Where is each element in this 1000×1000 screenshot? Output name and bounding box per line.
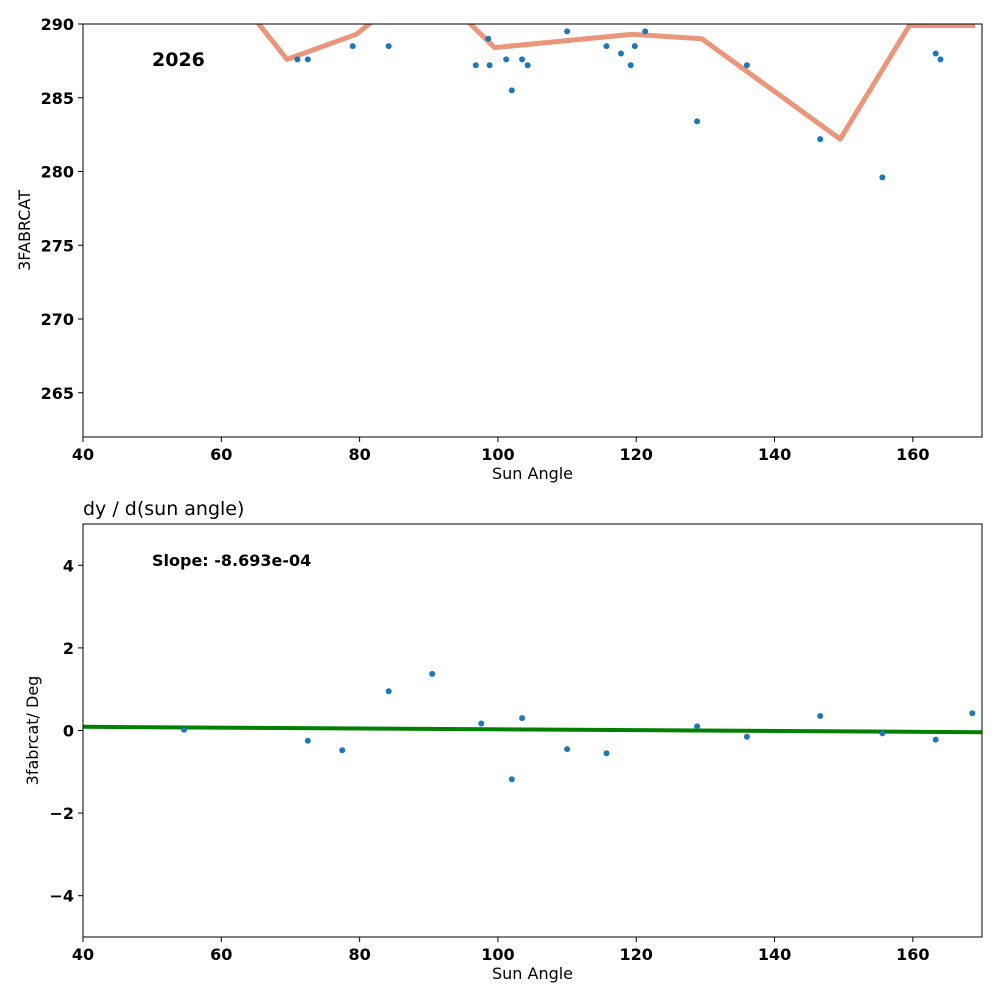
top-data-point <box>642 28 649 35</box>
top-x-tick-label: 100 <box>481 445 514 464</box>
top-x-tick-label: 120 <box>620 445 653 464</box>
bottom-data-point <box>339 747 346 754</box>
bottom-y-tick-label: −2 <box>49 804 74 823</box>
bottom-y-tick-label: −4 <box>49 887 74 906</box>
top-data-point <box>519 56 526 63</box>
top-data-point <box>485 35 492 42</box>
top-data-point <box>349 43 356 50</box>
top-data-point <box>879 174 886 181</box>
bottom-data-point <box>181 726 187 733</box>
top-data-point <box>603 43 610 50</box>
bottom-x-tick-label: 140 <box>758 945 791 964</box>
bottom-data-point <box>508 776 515 783</box>
bottom-data-point <box>478 720 485 727</box>
top-data-point <box>304 56 311 63</box>
top-data-point <box>294 56 301 63</box>
top-data-point <box>503 56 510 63</box>
top-data-point <box>618 50 624 57</box>
top-data-point <box>694 118 701 125</box>
bottom-data-point <box>743 733 750 740</box>
top-y-tick-label: 270 <box>41 310 74 329</box>
bottom-data-point <box>603 750 610 757</box>
bottom-data-point <box>879 730 886 737</box>
top-data-point <box>743 62 750 69</box>
top-y-tick-label: 275 <box>41 236 74 255</box>
bottom-data-point <box>429 670 436 677</box>
top-annotation: 2026 <box>152 49 205 71</box>
top-data-point <box>817 136 824 143</box>
top-x-axis-label: Sun Angle <box>492 464 573 483</box>
bottom-x-axis-label: Sun Angle <box>492 964 573 983</box>
top-y-axis-label: 3FABRCAT <box>15 190 34 271</box>
bottom-data-point <box>564 746 571 753</box>
bottom-data-point <box>304 737 311 744</box>
top-axes-frame <box>82 23 983 438</box>
bottom-data-point <box>817 713 824 719</box>
bottom-plot-area <box>83 670 982 783</box>
top-y-tick-label: 280 <box>41 163 74 182</box>
top-data-point <box>472 62 479 69</box>
top-data-point <box>932 50 939 57</box>
top-x-tick-label: 40 <box>72 445 94 464</box>
top-data-point <box>508 87 515 94</box>
top-data-point <box>385 43 392 50</box>
bottom-data-point <box>932 736 939 743</box>
bottom-x-tick-label: 40 <box>72 945 94 964</box>
top-data-point <box>627 62 634 69</box>
bottom-x-tick-label: 160 <box>896 945 929 964</box>
top-y-tick-label: 290 <box>41 15 74 34</box>
bottom-data-point <box>385 688 392 695</box>
bottom-x-tick-label: 120 <box>620 945 653 964</box>
top-data-point <box>564 28 571 35</box>
top-data-point <box>524 62 531 69</box>
bottom-annotation: Slope: -8.693e-04 <box>152 551 311 570</box>
bottom-y-tick-label: 4 <box>63 556 74 575</box>
bottom-y-tick-label: 2 <box>63 639 74 658</box>
bottom-data-point <box>519 715 526 722</box>
top-chart: 40 60 80 100 120 140 160 265 270 275 280 285 290 Sun … <box>15 15 983 483</box>
top-x-tick-label: 160 <box>896 445 929 464</box>
top-x-tick-label: 140 <box>758 445 791 464</box>
bottom-linear-fit-line <box>83 724 982 735</box>
top-binned-mean-line <box>255 24 976 142</box>
bottom-y-tick-label: 0 <box>63 722 74 741</box>
bottom-x-tick-label: 60 <box>210 945 232 964</box>
top-x-tick-label: 80 <box>348 445 370 464</box>
bottom-y-axis-label: 3fabrcat/ Deg <box>23 676 42 786</box>
top-plot-area <box>255 24 976 181</box>
bottom-x-tick-label: 100 <box>481 945 514 964</box>
bottom-data-point <box>694 723 701 730</box>
top-data-point <box>631 43 638 50</box>
bottom-chart: 40 60 80 100 120 140 160 −4 −2 0 2 4 Sun Angle 3fabrc… <box>23 498 983 983</box>
bottom-x-tick-label: 80 <box>348 945 370 964</box>
top-y-tick-label: 265 <box>41 384 74 403</box>
top-y-tick-label: 285 <box>41 89 74 108</box>
top-data-point <box>937 56 944 63</box>
top-x-tick-label: 60 <box>210 445 232 464</box>
top-data-point <box>486 62 493 69</box>
bottom-data-point <box>969 710 976 717</box>
bottom-chart-title: dy / d(sun angle) <box>83 498 244 520</box>
